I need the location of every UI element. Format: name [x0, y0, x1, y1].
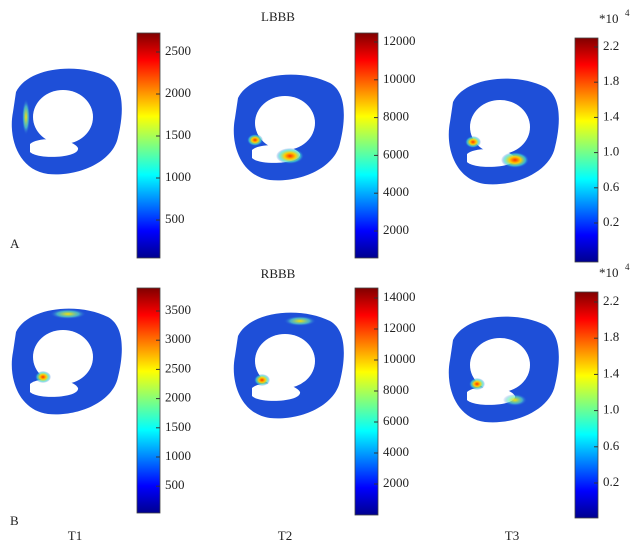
colorbar-tick-label: 1500 [165, 419, 191, 434]
colorbar [354, 32, 379, 259]
column-label: T2 [278, 528, 292, 543]
colorbar-tick-label: 10000 [383, 351, 416, 366]
colorbar-tick-label: 6000 [383, 146, 409, 161]
colorbar [136, 32, 161, 259]
colorbar-tick-label: 2500 [165, 43, 191, 58]
colorbar-tick-label: 1.4 [603, 365, 620, 380]
colorbar-tick-label: 1000 [165, 448, 191, 463]
heart-map [448, 316, 559, 423]
colorbar-multiplier: *10 [599, 11, 619, 26]
colorbar-tick-label: 2000 [383, 475, 409, 490]
colorbar-tick-label: 3500 [165, 302, 191, 317]
colorbar-tick-label: 1500 [165, 127, 191, 142]
colorbar-tick-label: 12000 [383, 320, 416, 335]
panel-label: B [10, 513, 19, 528]
colorbar-tick-label: 2.2 [603, 38, 619, 53]
colorbar-tick-label: 12000 [383, 33, 416, 48]
colorbar-tick-label: 8000 [383, 382, 409, 397]
colorbar-tick-label: 2000 [165, 85, 191, 100]
heart-map [11, 68, 122, 175]
colorbar-tick-label: 1000 [165, 169, 191, 184]
colorbar-tick-label: 0.2 [603, 214, 619, 229]
panel-label: A [10, 236, 20, 251]
colorbar-tick-label: 1.0 [603, 402, 619, 417]
colorbar-tick-label: 2.2 [603, 293, 619, 308]
colorbar-tick-label: 1.4 [603, 108, 620, 123]
heart-map [448, 78, 559, 185]
colorbar-tick-label: 14000 [383, 289, 416, 304]
colorbar [574, 37, 599, 263]
colorbar-tick-label: 2000 [383, 222, 409, 237]
colorbar-tick-label: 8000 [383, 109, 409, 124]
heart-map [233, 312, 344, 419]
colorbar-tick-label: 4000 [383, 184, 409, 199]
heart-maps [11, 68, 559, 423]
colorbar-tick-label: 6000 [383, 413, 409, 428]
colorbar [574, 291, 599, 519]
panel-title: LBBB [261, 9, 295, 24]
colorbar-tick-label: 2000 [165, 390, 191, 405]
heart-map [233, 74, 344, 181]
colorbar-tick-label: 0.6 [603, 179, 620, 194]
panel-title: RBBB [261, 266, 296, 281]
colorbar-tick-label: 1.8 [603, 329, 619, 344]
colorbar-exponent: 4 [625, 262, 630, 272]
colorbar [136, 287, 161, 514]
column-label: T3 [505, 528, 519, 543]
colorbar-tick-label: 0.2 [603, 474, 619, 489]
colorbar-exponent: 4 [625, 8, 630, 18]
colorbar-tick-label: 500 [165, 211, 185, 226]
colorbar-tick-label: 1.8 [603, 73, 619, 88]
colorbar-tick-label: 3000 [165, 331, 191, 346]
colorbar-tick-label: 4000 [383, 444, 409, 459]
colorbar-tick-label: 1.0 [603, 144, 619, 159]
heart-map [11, 308, 122, 415]
column-label: T1 [68, 528, 82, 543]
colorbar-tick-label: 500 [165, 477, 185, 492]
colorbar-multiplier: *10 [599, 265, 619, 280]
colorbar [354, 287, 379, 516]
colorbar-tick-label: 10000 [383, 71, 416, 86]
colorbar-tick-label: 0.6 [603, 438, 620, 453]
colorbar-tick-label: 2500 [165, 360, 191, 375]
